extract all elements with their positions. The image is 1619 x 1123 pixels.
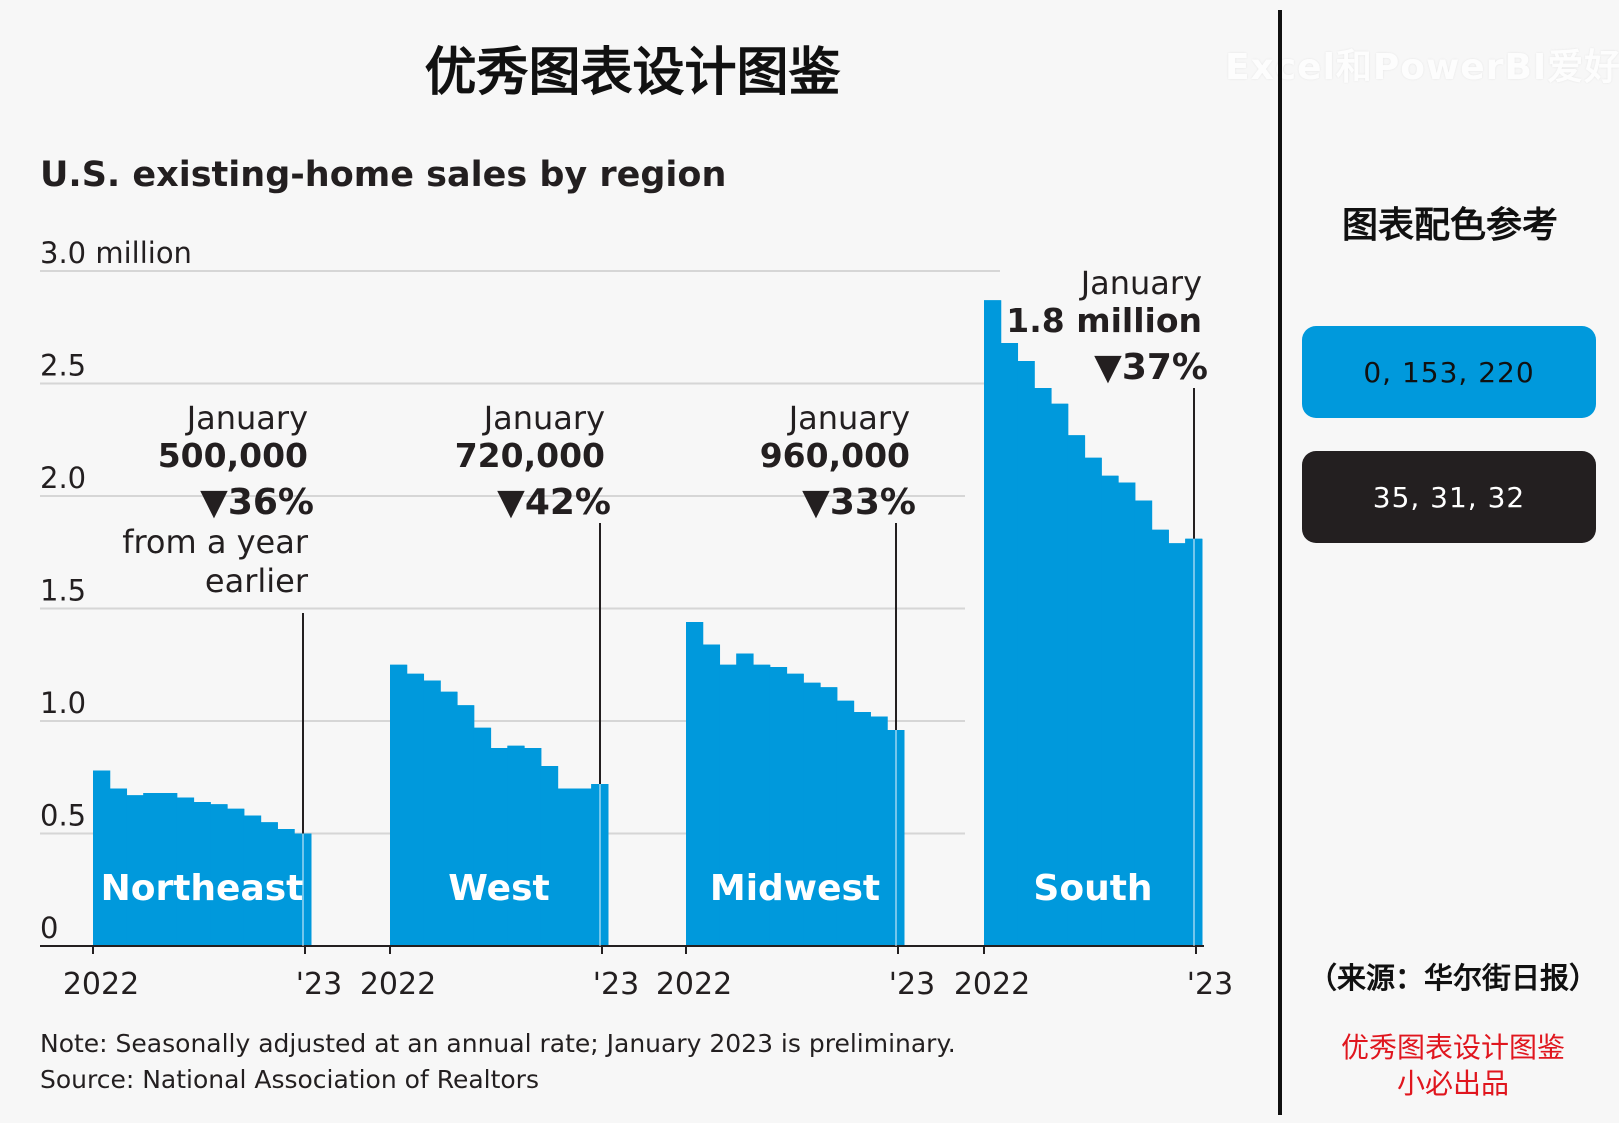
- bar: [702, 644, 721, 946]
- annotation-month: January: [1079, 264, 1202, 302]
- region-label: South: [1033, 868, 1152, 909]
- annotation-month: January: [482, 399, 605, 437]
- credit-line-2: 小必出品: [1396, 1067, 1509, 1100]
- bar: [719, 664, 737, 946]
- chart-source: Source: National Association of Realtors: [40, 1065, 539, 1094]
- annotation-change: ▼42%: [497, 482, 611, 523]
- bar: [1101, 475, 1119, 946]
- y-tick-label: 0.5: [40, 799, 86, 833]
- region-label: Midwest: [710, 868, 880, 909]
- y-tick-label: 0: [40, 911, 58, 945]
- bar: [736, 653, 754, 946]
- y-tick-label: 1.0: [40, 686, 86, 720]
- bar: [227, 808, 245, 946]
- bar: [753, 664, 771, 946]
- bar: [853, 712, 871, 946]
- credit-line-1: 优秀图表设计图鉴: [1340, 1031, 1565, 1064]
- vertical-divider: [1278, 10, 1282, 1115]
- x-tick-label: 2022: [360, 967, 436, 1002]
- region-label: Northeast: [101, 868, 304, 909]
- bar: [243, 815, 262, 946]
- bar: [1067, 435, 1086, 946]
- color-swatch-dark: 35, 31, 32: [1302, 451, 1596, 543]
- bar: [1118, 482, 1136, 946]
- x-tick-label: 2022: [656, 967, 732, 1002]
- color-reference-title: 图表配色参考: [1341, 204, 1558, 246]
- bar: [1000, 343, 1019, 946]
- chart-note: Note: Seasonally adjusted at an annual r…: [40, 1029, 956, 1058]
- bar: [1084, 457, 1102, 946]
- bar: [557, 788, 575, 946]
- bar: [1134, 500, 1153, 946]
- chart-title: U.S. existing-home sales by region: [40, 155, 726, 195]
- bar: [1017, 361, 1035, 946]
- bar: [769, 667, 788, 946]
- bar: [390, 664, 408, 946]
- annotation-change: ▼37%: [1094, 347, 1208, 388]
- bar: [193, 802, 211, 946]
- x-tick-label: 2022: [63, 967, 139, 1002]
- x-tick-label: '23: [296, 967, 342, 1002]
- y-tick-label: 2.5: [40, 349, 86, 383]
- annotation-value: 1.8 million: [1006, 301, 1202, 340]
- bar: [836, 700, 855, 946]
- region-sales-chart: U.S. existing-home sales by region 3.0 mi…: [40, 155, 1233, 1094]
- swatch-label: 35, 31, 32: [1372, 480, 1526, 514]
- bar: [93, 770, 111, 946]
- bar: [870, 716, 888, 946]
- bar: [984, 300, 1002, 946]
- x-tick-label: '23: [1187, 967, 1233, 1002]
- bar: [820, 687, 838, 946]
- bar: [803, 682, 821, 946]
- bar: [1034, 388, 1052, 946]
- annotation-change: ▼36%: [200, 482, 314, 523]
- annotation-month: January: [185, 399, 308, 437]
- region-label: West: [448, 868, 549, 909]
- bar: [524, 748, 542, 946]
- bar: [1168, 543, 1186, 946]
- annotation-month: January: [787, 399, 910, 437]
- bar: [277, 829, 295, 946]
- color-swatch-blue: 0, 153, 220: [1302, 326, 1596, 418]
- annotation-value: 960,000: [760, 436, 910, 475]
- bar: [1051, 403, 1069, 946]
- bar: [406, 673, 425, 946]
- bar: [473, 727, 492, 946]
- annotation-value: 720,000: [455, 436, 605, 475]
- annotation-extra: earlier: [205, 562, 309, 600]
- bar: [686, 622, 704, 946]
- annotation-value: 500,000: [158, 436, 308, 475]
- bar: [490, 748, 508, 946]
- bar: [126, 795, 144, 946]
- y-tick-label: 1.5: [40, 574, 86, 608]
- bar: [160, 793, 178, 946]
- watermark: Excel和PowerBI爱好者: [1225, 47, 1619, 88]
- annotation-extra: from a year: [122, 523, 309, 561]
- credit: 优秀图表设计图鉴 小必出品: [1300, 1030, 1606, 1102]
- y-tick-label: 3.0 million: [40, 236, 192, 270]
- bar: [176, 797, 195, 946]
- source-note: （来源：华尔街日报）: [1307, 961, 1598, 995]
- bar: [143, 793, 161, 946]
- swatch-label: 0, 153, 220: [1363, 355, 1535, 389]
- page-title: 优秀图表设计图鉴: [424, 42, 841, 103]
- bar: [260, 822, 278, 946]
- bar: [457, 705, 475, 946]
- bar: [440, 691, 458, 946]
- bar: [540, 766, 559, 946]
- bar: [507, 745, 525, 946]
- bar: [786, 673, 804, 946]
- bar: [423, 680, 441, 946]
- bar: [210, 804, 228, 946]
- bar: [1151, 529, 1169, 946]
- x-tick-label: '23: [593, 967, 639, 1002]
- bar: [574, 788, 592, 946]
- x-tick-label: 2022: [954, 967, 1030, 1002]
- annotation-change: ▼33%: [802, 482, 916, 523]
- y-tick-label: 2.0: [40, 461, 86, 495]
- x-tick-label: '23: [889, 967, 935, 1002]
- bar: [109, 788, 128, 946]
